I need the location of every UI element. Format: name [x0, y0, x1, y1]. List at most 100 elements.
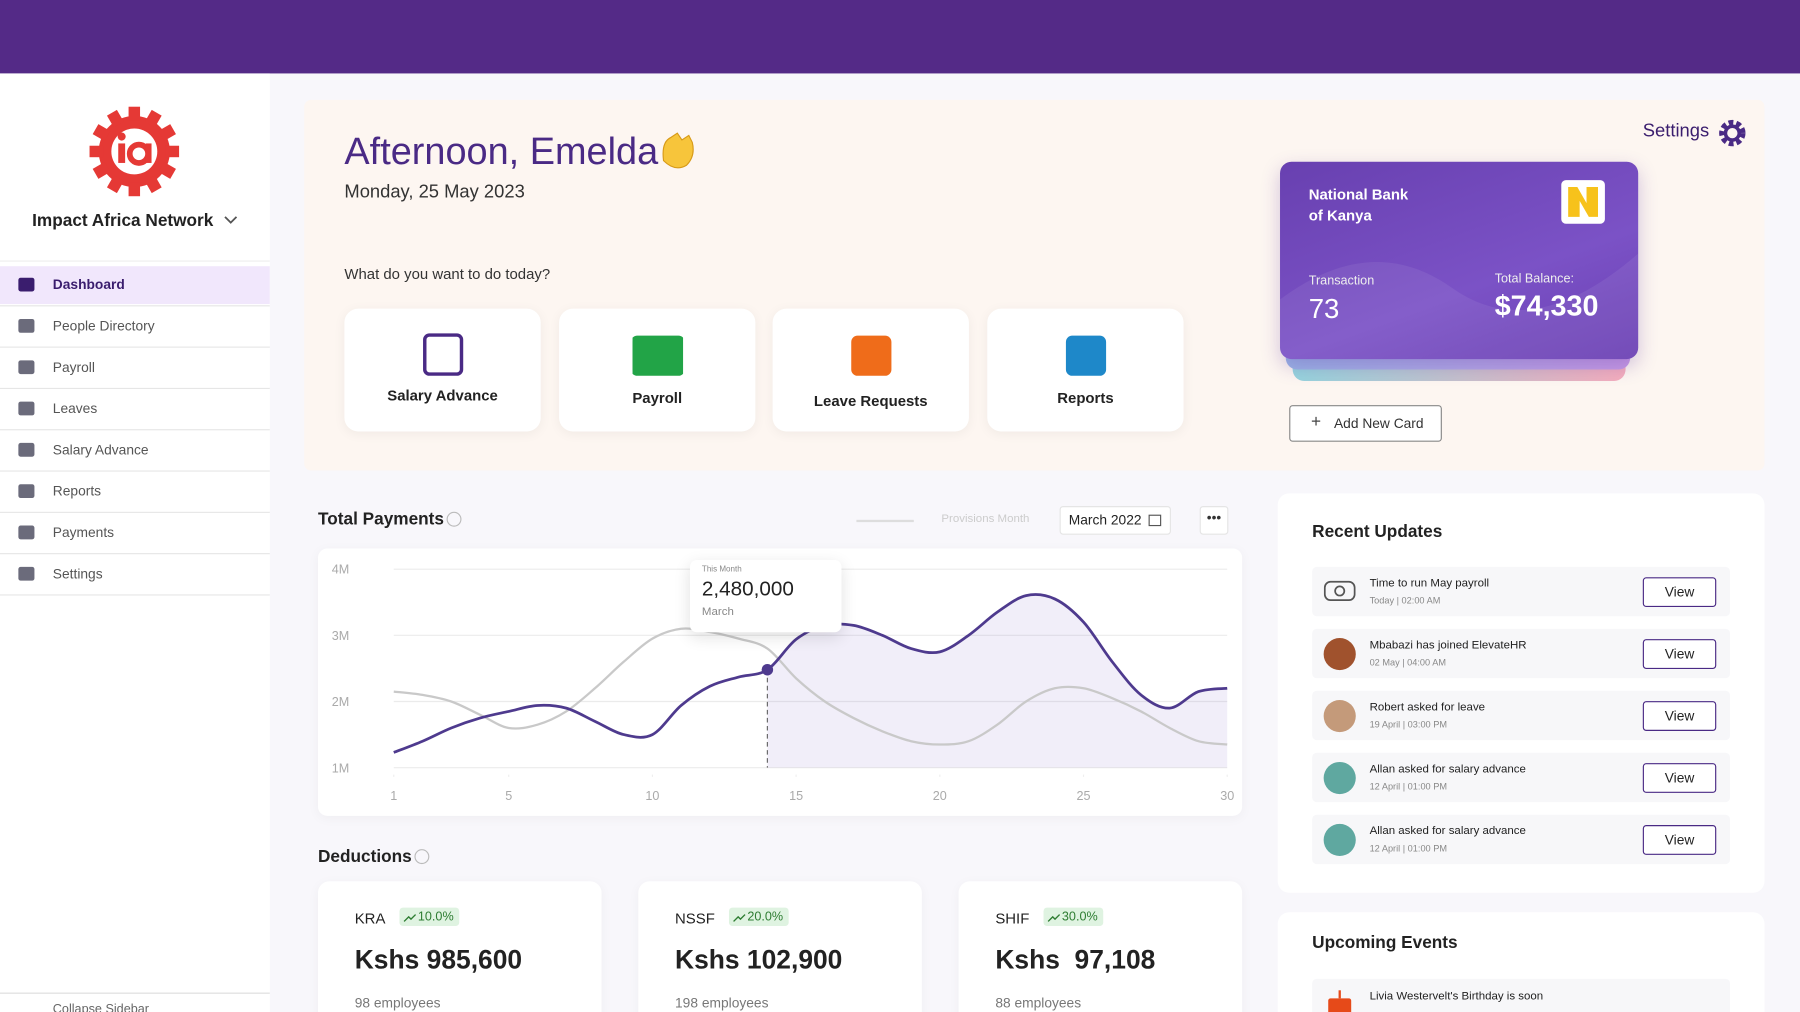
highlight-point: [761, 664, 774, 676]
nav-label[interactable]: People Directory: [52, 317, 155, 334]
tooltip-value: 2,480,000: [701, 577, 794, 601]
transaction-label: Transaction: [1308, 274, 1375, 289]
logo-tooth: [106, 109, 124, 128]
view-button[interactable]: View: [1642, 825, 1717, 855]
filter-label: Provisions Month: [941, 512, 1030, 526]
settings-link[interactable]: Settings: [1642, 121, 1710, 142]
add-card-button[interactable]: [1289, 405, 1442, 442]
logo-tooth: [128, 182, 141, 197]
avatar: [1323, 823, 1356, 857]
nav-item[interactable]: [0, 473, 270, 511]
nav-icon-shape: [18, 319, 35, 333]
nav-label[interactable]: Settings: [52, 565, 103, 582]
x-tick-label: 5: [505, 789, 512, 803]
filter-line: [856, 519, 914, 523]
deduction-amount: Kshs 102,900: [675, 944, 843, 975]
settings-gear: [1719, 119, 1746, 147]
nav-icon: [18, 277, 35, 292]
sidebar: Impact Africa Network Dashboard People Di…: [0, 73, 270, 1012]
logo-tooth: [144, 175, 162, 194]
logo: [89, 106, 180, 197]
x-tick-label: 10: [645, 789, 659, 803]
cake-icon: [1328, 990, 1352, 1012]
nav-label[interactable]: Leaves: [52, 400, 98, 417]
avatar: [1323, 761, 1356, 795]
action-label[interactable]: Leave Requests: [813, 392, 928, 410]
nav-label[interactable]: Dashboard: [52, 276, 125, 293]
add-card-plus: +: [1311, 411, 1322, 432]
nav-label[interactable]: Reports: [52, 483, 102, 500]
nav-label[interactable]: Salary Advance: [52, 441, 149, 458]
view-button[interactable]: View: [1642, 701, 1717, 731]
view-button[interactable]: View: [1642, 763, 1717, 793]
deduction-card: [958, 881, 1243, 1012]
nav-icon: [18, 360, 35, 375]
action-label[interactable]: Reports: [1057, 389, 1114, 407]
balance-label: Total Balance:: [1494, 271, 1575, 286]
nav-icon-shape: [18, 484, 35, 499]
divider: [0, 260, 270, 262]
avatar: [1323, 699, 1356, 733]
update-time: 12 April | 01:00 PM: [1369, 781, 1448, 792]
nav-item[interactable]: [0, 266, 270, 305]
nav-item[interactable]: [0, 555, 270, 593]
divider: [0, 992, 270, 994]
deduction-amount: Kshs 97,108: [995, 944, 1156, 975]
deduction-name: KRA: [354, 909, 386, 928]
x-tick-label: 15: [789, 789, 803, 803]
nav-item[interactable]: [0, 349, 270, 387]
nav-item[interactable]: [0, 390, 270, 428]
nav-divider: [0, 553, 270, 555]
avatar: [1323, 638, 1356, 671]
org-name[interactable]: Impact Africa Network: [32, 211, 214, 231]
more-button[interactable]: •••: [1199, 506, 1229, 535]
nav-divider: [0, 387, 270, 390]
nav-icon-shape: [18, 442, 35, 457]
nav-icon: [18, 484, 35, 499]
bank-logo-shape: [1568, 187, 1599, 217]
action-icon-shape: [1065, 335, 1107, 376]
nav-divider: [0, 594, 270, 596]
action-label[interactable]: Payroll: [632, 389, 683, 407]
view-button[interactable]: View: [1642, 639, 1717, 669]
nav-label[interactable]: Payments: [52, 524, 115, 541]
month-picker[interactable]: [1059, 506, 1171, 535]
nav-divider: [0, 346, 270, 348]
action-label[interactable]: Salary Advance: [387, 386, 498, 404]
update-text: Mbabazi has joined ElevateHR: [1369, 639, 1527, 652]
view-button[interactable]: View: [1642, 577, 1717, 608]
deduction-employees: 198 employees: [675, 994, 769, 1011]
balance-value: $74,330: [1494, 290, 1599, 323]
y-tick-label: 1M: [332, 761, 350, 775]
action-icon-shape: [632, 335, 684, 376]
deduction-employees: 88 employees: [995, 994, 1082, 1011]
nav-label[interactable]: Payroll: [52, 359, 95, 376]
collapse-link[interactable]: Collapse Sidebar: [52, 1002, 149, 1012]
top-bar: [0, 0, 1800, 74]
change-badge: 20.0%: [728, 907, 789, 927]
update-text: Allan asked for salary advance: [1369, 825, 1526, 838]
logo-tooth: [144, 109, 162, 128]
bank-name: of Kanya: [1308, 206, 1372, 224]
x-tick-label: 20: [933, 789, 947, 803]
add-card-label[interactable]: Add New Card: [1333, 415, 1424, 432]
logo-tooth: [106, 175, 124, 194]
card-wave: [1280, 253, 1639, 360]
event-text: Livia Westervelt's Birthday is soon: [1369, 990, 1544, 1003]
change-badge: 30.0%: [1043, 907, 1104, 927]
card-wave-shape: [1280, 253, 1639, 360]
prompt: What do you want to do today?: [344, 265, 551, 283]
month-value[interactable]: March 2022: [1068, 511, 1142, 528]
tooltip-caption: This Month: [701, 565, 742, 574]
bank-name: National Bank: [1308, 185, 1409, 204]
action-card[interactable]: [344, 308, 541, 432]
nav-icon-shape: [18, 277, 35, 292]
nav-item[interactable]: [0, 514, 270, 552]
action-icon: [423, 333, 464, 376]
nav-divider: [0, 305, 270, 307]
line-series: [393, 627, 1228, 746]
date: Monday, 25 May 2023: [344, 182, 525, 202]
payroll-icon-shape: [1323, 580, 1356, 602]
tooltip-month: March: [701, 605, 734, 619]
